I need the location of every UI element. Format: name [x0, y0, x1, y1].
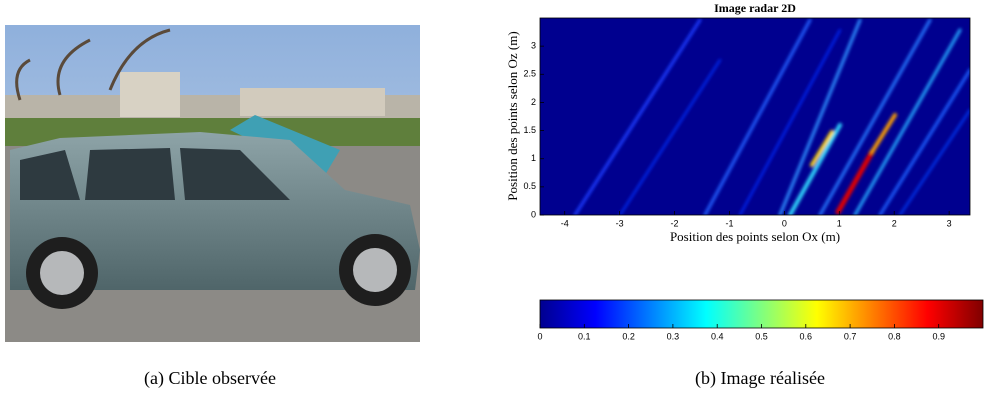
colorbar-tick-label: 0.3 [667, 331, 680, 341]
y-tick-label: 3 [531, 41, 536, 51]
heatmap-image [573, 18, 970, 215]
colorbar [539, 299, 984, 329]
y-tick-label: 1 [531, 153, 536, 163]
plot-frame [539, 17, 971, 216]
caption: (a) Cible observée [144, 368, 276, 389]
x-tick-label: 1 [837, 218, 842, 228]
colorbar-tick-label: 0.2 [622, 331, 635, 341]
y-axis-label: Position des points selon Oz (m) [505, 31, 520, 200]
x-tick-label: 3 [947, 218, 952, 228]
chart-title: Image radar 2D [714, 1, 796, 15]
colorbar-tick-label: 0.9 [932, 331, 945, 341]
y-tick-label: 2.5 [523, 69, 536, 79]
colorbar-tick-label: 0.8 [888, 331, 901, 341]
caption: (b) Image réalisée [695, 368, 825, 389]
colorbar-tick-label: 0.1 [578, 331, 591, 341]
colorbar-tick-label: 0.7 [844, 331, 857, 341]
x-tick-label: 2 [892, 218, 897, 228]
colorbar-tick-label: 0.6 [800, 331, 813, 341]
y-tick-label: 1.5 [523, 125, 536, 135]
x-tick-label: -4 [561, 218, 569, 228]
colorbar-tick-label: 0.4 [711, 331, 724, 341]
y-tick-label: 2 [531, 97, 536, 107]
x-axis-label: Position des points selon Ox (m) [670, 229, 840, 244]
x-tick-label: -3 [616, 218, 624, 228]
colorbar-tick-label: 0 [537, 331, 542, 341]
y-tick-label: 0 [531, 209, 536, 219]
y-tick-label: 0.5 [523, 181, 536, 191]
colorbar-tick-label: 0.5 [755, 331, 768, 341]
x-tick-label: 0 [782, 218, 787, 228]
heatmap-background [540, 18, 970, 215]
x-tick-label: -2 [671, 218, 679, 228]
photo [5, 25, 420, 342]
x-tick-label: -1 [725, 218, 733, 228]
